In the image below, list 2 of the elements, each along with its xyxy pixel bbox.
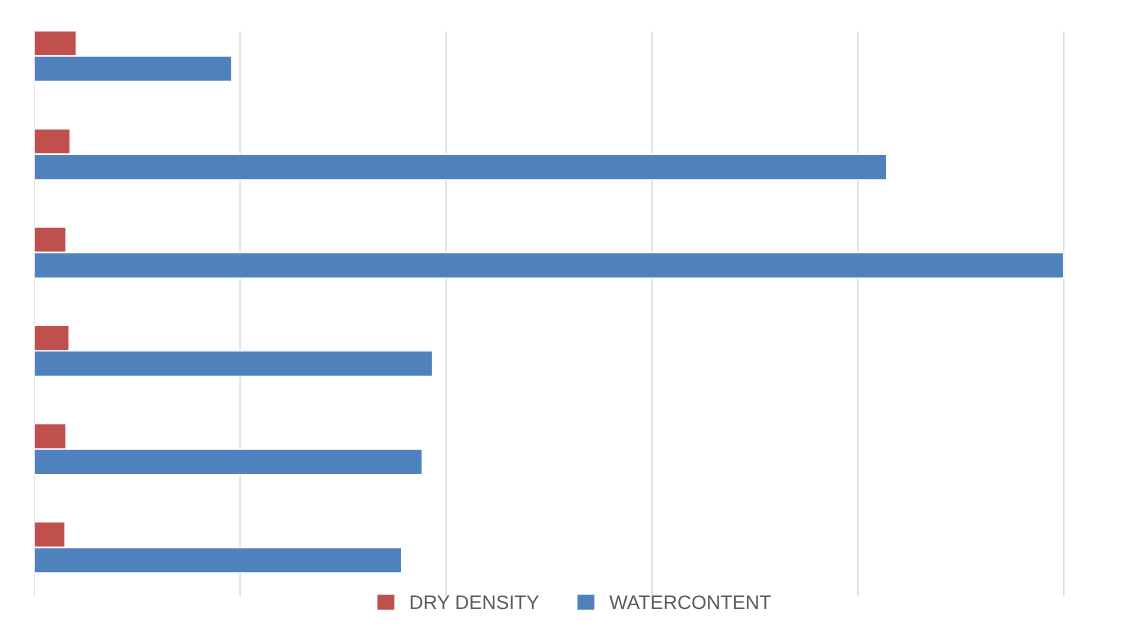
- legend-label: DRY DENSITY: [410, 595, 539, 610]
- legend-label: WATERCONTENT: [609, 595, 771, 610]
